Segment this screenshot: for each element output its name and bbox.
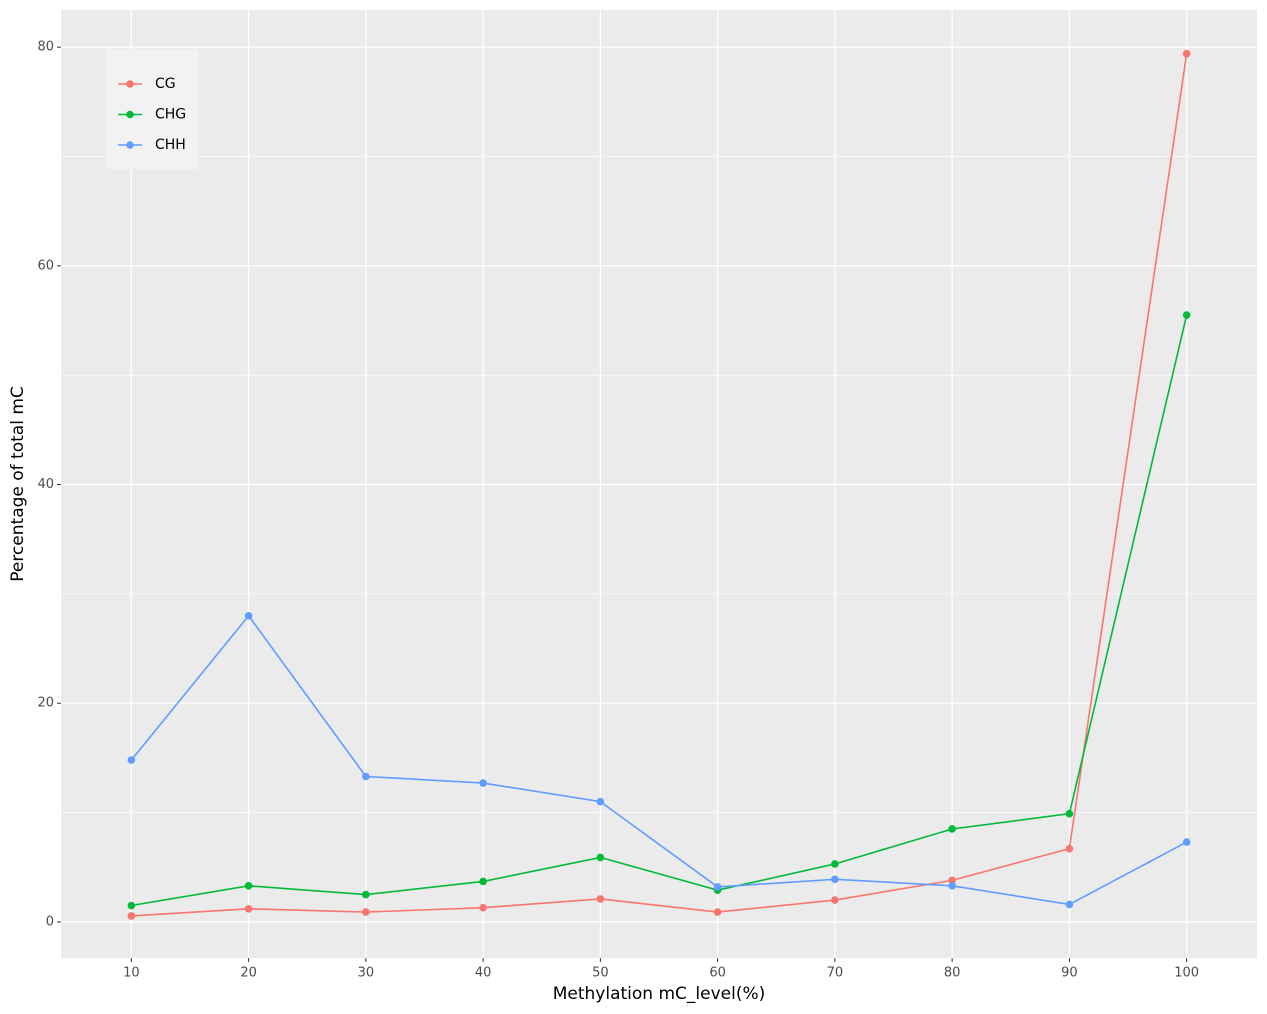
legend-label: CG: [155, 76, 176, 92]
y-tick-label: 40: [37, 477, 54, 492]
series-line: [131, 53, 1188, 917]
x-tick-label: 90: [1061, 966, 1078, 981]
x-tick-label: 40: [475, 966, 492, 981]
y-axis-title: Percentage of total mC: [8, 386, 28, 582]
data-point: [1065, 809, 1074, 818]
data-point: [596, 895, 605, 903]
x-tick-label: 80: [944, 966, 961, 981]
data-point: [713, 883, 722, 891]
legend-point: [126, 80, 134, 88]
y-tick-label: 60: [37, 258, 54, 273]
x-tick-label: 60: [709, 966, 726, 981]
data-point: [362, 908, 370, 916]
data-point: [831, 860, 839, 868]
legend-label: CHG: [155, 107, 186, 123]
series-line: [131, 314, 1188, 907]
lines: [127, 49, 1191, 920]
legend-label: CHH: [155, 137, 186, 153]
data-point: [831, 875, 839, 884]
data-point: [1065, 844, 1074, 853]
data-point: [244, 611, 253, 620]
legend-point: [126, 110, 134, 119]
data-point: [713, 908, 722, 916]
x-tick-label: 70: [827, 966, 844, 981]
grid: [61, 10, 1257, 958]
y-tick-label: 0: [46, 914, 54, 929]
x-tick-label: 50: [592, 966, 609, 981]
data-point: [596, 853, 605, 862]
y-tick-label: 20: [37, 696, 54, 711]
data-point: [362, 772, 370, 781]
data-point: [1065, 900, 1074, 909]
data-point: [244, 904, 253, 913]
legend-point: [126, 141, 134, 149]
data-point: [1182, 311, 1191, 319]
x-axis-title: Methylation mC_level(%): [553, 984, 766, 1004]
y-tick-label: 80: [37, 40, 54, 55]
data-point: [479, 877, 487, 886]
data-point: [479, 779, 487, 787]
data-point: [948, 876, 956, 885]
data-point: [948, 825, 956, 833]
data-point: [596, 797, 605, 806]
x-tick-label: 10: [123, 966, 140, 981]
data-point: [831, 896, 839, 904]
data-point: [244, 882, 253, 890]
data-point: [948, 882, 956, 890]
data-point: [1182, 49, 1191, 58]
x-tick-label: 100: [1174, 966, 1199, 981]
data-point: [362, 890, 370, 899]
legend-box: [106, 49, 199, 169]
series-line: [130, 614, 1188, 906]
data-point: [127, 901, 136, 910]
legend: CG CHG CHH: [106, 49, 199, 169]
x-tick-label: 20: [240, 966, 257, 981]
x-tick-label: 30: [358, 966, 375, 981]
data-point: [479, 903, 487, 912]
data-point: [127, 756, 136, 764]
data-point: [1182, 838, 1191, 846]
data-point: [127, 912, 136, 920]
